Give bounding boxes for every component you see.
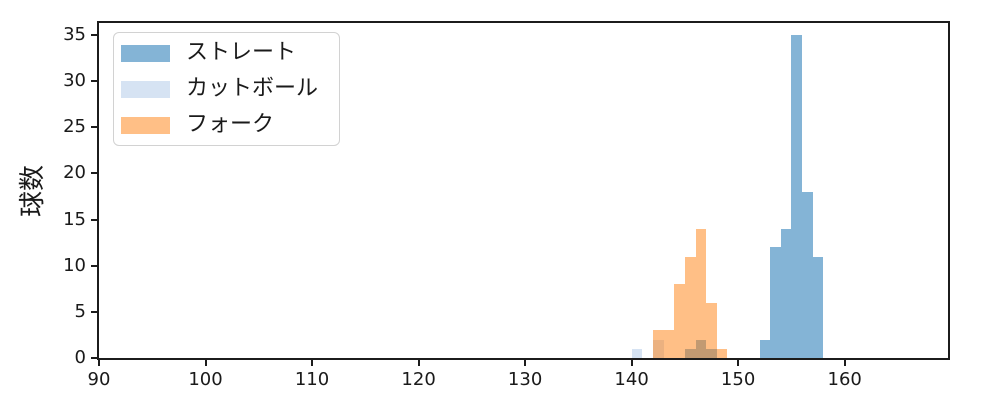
hist-bar-series0-153 [770, 247, 781, 358]
x-tick-label-100: 100 [188, 369, 223, 390]
x-tick-mark-110 [311, 360, 313, 366]
hist-bar-series2-145 [684, 256, 696, 358]
y-tick-label-5: 5 [74, 300, 86, 322]
hist-bar-series2-147 [706, 302, 717, 358]
hist-bar-series2-148 [716, 348, 728, 358]
legend-entry-cutball: カットボール [121, 74, 339, 104]
y-tick-label-15: 15 [63, 208, 86, 230]
y-tick-mark-20 [91, 172, 97, 175]
x-tick-label-140: 140 [614, 369, 649, 390]
hist-bar-series2-142 [652, 330, 664, 358]
y-tick-mark-5 [91, 310, 97, 313]
x-tick-label-120: 120 [401, 369, 436, 390]
hist-bar-series0-152 [759, 339, 771, 358]
hist-bar-series1-140 [631, 348, 643, 358]
x-tick-label-160: 160 [827, 369, 862, 390]
y-tick-mark-0 [91, 357, 97, 359]
legend-entry-fork: フォーク [121, 110, 339, 140]
y-tick-mark-10 [91, 264, 97, 267]
y-tick-mark-35 [91, 34, 97, 36]
hist-bar-series0-154 [780, 228, 792, 358]
y-tick-label-25: 25 [63, 116, 86, 138]
legend-swatch-fork [121, 116, 170, 134]
hist-bar-series2-144 [674, 284, 685, 358]
hist-bar-series2-143 [663, 330, 675, 358]
x-tick-mark-90 [98, 360, 100, 366]
bars-layer [99, 23, 948, 358]
x-tick-mark-150 [737, 360, 740, 366]
plot-area: ストレート カットボール フォーク [97, 21, 950, 360]
x-tick-mark-130 [524, 360, 527, 366]
x-tick-mark-140 [630, 360, 633, 366]
y-tick-label-30: 30 [63, 70, 86, 92]
x-tick-mark-120 [417, 360, 420, 366]
y-tick-mark-30 [91, 80, 97, 83]
y-tick-mark-25 [91, 126, 97, 129]
hist-bar-series2-146 [695, 228, 707, 358]
hist-bar-series0-155 [791, 35, 803, 358]
legend-label-straight: ストレート [186, 40, 297, 65]
legend-label-fork: フォーク [186, 112, 275, 137]
x-tick-mark-100 [204, 360, 207, 366]
legend-swatch-straight [121, 44, 170, 62]
hist-bar-series0-156 [802, 191, 813, 358]
x-tick-label-150: 150 [720, 369, 756, 390]
y-tick-label-10: 10 [63, 254, 86, 276]
y-tick-label-20: 20 [63, 162, 86, 184]
x-tick-mark-160 [843, 360, 846, 366]
legend: ストレート カットボール フォーク [113, 32, 340, 146]
hist-bar-series0-157 [812, 256, 824, 358]
y-tick-mark-15 [91, 218, 97, 221]
x-tick-label-110: 110 [294, 369, 330, 390]
legend-swatch-cutball [121, 80, 170, 98]
x-tick-label-90: 90 [87, 369, 111, 390]
y-tick-label-35: 35 [63, 24, 86, 45]
legend-label-cutball: カットボール [186, 76, 319, 101]
x-tick-label-130: 130 [507, 369, 543, 390]
y-tick-label-0: 0 [74, 347, 86, 368]
legend-entry-straight: ストレート [121, 38, 339, 68]
